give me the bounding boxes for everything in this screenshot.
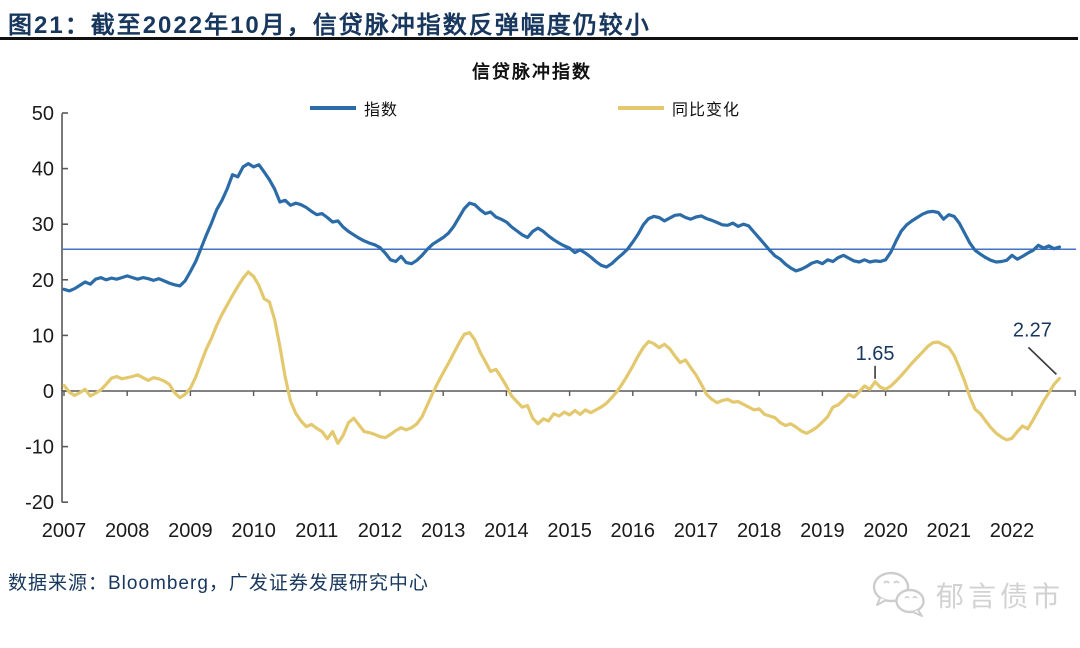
legend-item-yoy: 同比变化: [618, 96, 740, 120]
legend-label: 同比变化: [672, 102, 741, 119]
svg-text:2.27: 2.27: [1013, 319, 1052, 341]
svg-text:-10: -10: [25, 437, 54, 459]
wechat-icon: [872, 571, 925, 617]
figure-title: 图21：截至2022年10月，信贷脉冲指数反弹幅度仍较小: [8, 12, 651, 39]
svg-text:2014: 2014: [484, 520, 529, 542]
svg-text:2022: 2022: [990, 520, 1035, 542]
svg-text:2008: 2008: [105, 520, 150, 542]
svg-text:20: 20: [32, 270, 54, 292]
svg-text:2016: 2016: [611, 520, 656, 542]
svg-text:2007: 2007: [42, 520, 87, 542]
svg-text:0: 0: [43, 381, 54, 403]
svg-text:-20: -20: [25, 492, 54, 514]
chart-title: 信贷脉冲指数: [472, 62, 592, 82]
source-note: 数据来源：Bloomberg，广发证券发展研究中心: [8, 573, 429, 594]
svg-text:1.65: 1.65: [856, 343, 895, 365]
svg-text:2011: 2011: [295, 520, 338, 542]
legend-label: 指数: [364, 102, 399, 119]
svg-text:50: 50: [32, 103, 54, 125]
legend-line-swatch-yellow: [618, 106, 664, 110]
svg-text:2015: 2015: [547, 520, 592, 542]
legend-item-index: 指数: [310, 96, 398, 120]
svg-text:2019: 2019: [800, 520, 845, 542]
svg-text:2012: 2012: [358, 520, 403, 542]
svg-text:2017: 2017: [674, 520, 719, 542]
svg-text:2020: 2020: [863, 520, 908, 542]
svg-text:2013: 2013: [421, 520, 466, 542]
svg-text:10: 10: [32, 325, 54, 347]
svg-text:2009: 2009: [168, 520, 213, 542]
title-divider: [0, 37, 1078, 40]
svg-text:40: 40: [32, 159, 54, 181]
svg-text:30: 30: [32, 214, 54, 236]
svg-text:2021: 2021: [927, 520, 972, 542]
svg-text:2010: 2010: [231, 520, 276, 542]
watermark: 郁言债市: [870, 570, 1064, 620]
svg-text:2018: 2018: [737, 520, 782, 542]
legend-line-swatch-blue: [310, 106, 356, 110]
watermark-text: 郁言债市: [936, 581, 1065, 612]
